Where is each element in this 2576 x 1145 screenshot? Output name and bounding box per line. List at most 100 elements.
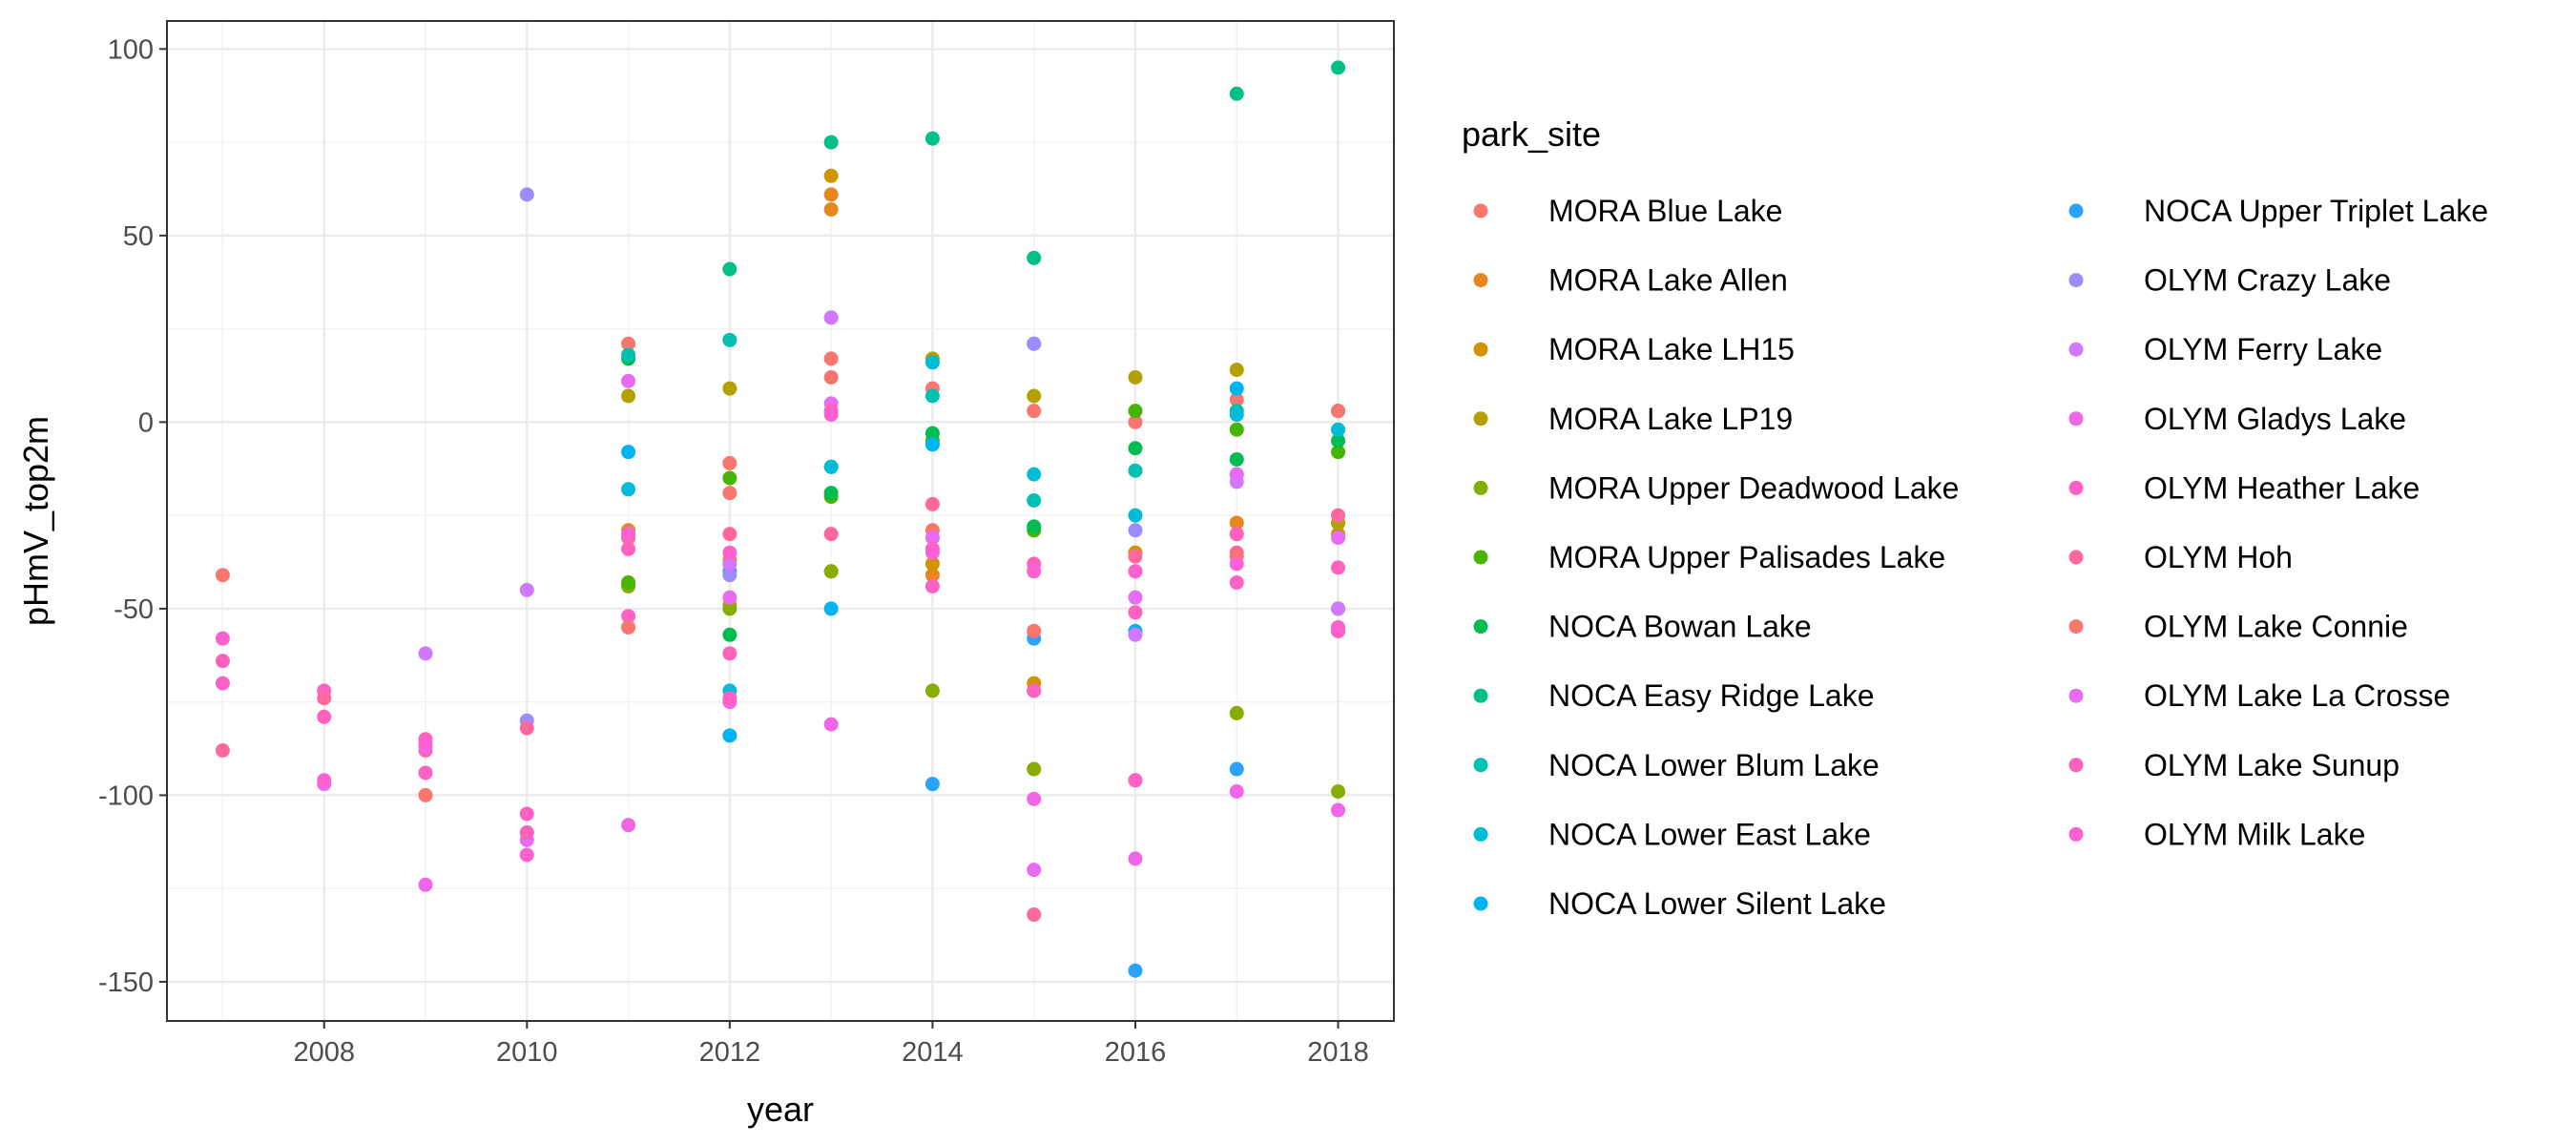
data-point [722,455,737,470]
data-point [823,310,839,325]
data-point [722,728,737,743]
data-point [924,556,940,572]
data-point [1229,407,1244,423]
legend-label: OLYM Gladys Lake [2144,402,2406,436]
data-point [722,556,737,572]
plot-panel-border [166,20,1395,1022]
legend-key [2068,342,2084,357]
data-point [1128,549,1143,564]
legend-item: OLYM Crazy Lake [2068,263,2391,298]
legend-item: MORA Upper Deadwood Lake [1473,470,1959,505]
data-point [823,717,839,732]
data-point [215,742,230,758]
data-point [823,351,839,366]
data-point [823,527,839,542]
x-axis-title: year [747,1090,814,1129]
legend-key [2068,480,2084,495]
data-point [1229,556,1244,572]
x-tick-label: 2008 [293,1037,355,1068]
data-point [1027,388,1042,404]
data-point [924,355,940,370]
data-point [722,545,737,560]
legend-label: MORA Lake LH15 [1548,332,1795,366]
y-tick-label: 0 [138,407,154,438]
data-point [1027,492,1042,508]
data-point [1027,761,1042,777]
legend-label: OLYM Lake Connie [2144,610,2408,644]
legend-item: NOCA Upper Triplet Lake [2068,194,2488,228]
data-point [823,459,839,474]
data-point [1331,601,1346,616]
data-point [1027,623,1042,638]
data-point [1331,445,1346,460]
data-point [1229,467,1244,482]
data-point [1331,404,1346,419]
data-point [621,445,636,460]
legend-key [1473,688,1488,703]
data-point [317,709,332,724]
data-point [1229,705,1244,720]
y-tick-label: 50 [123,221,154,252]
legend-label: NOCA Easy Ridge Lake [1548,678,1875,713]
data-point [1128,508,1143,523]
data-point [924,496,940,511]
data-point [1128,463,1143,478]
legend-item: OLYM Heather Lake [2068,470,2420,505]
data-point [519,582,534,597]
data-point [1128,564,1143,579]
data-point [1331,619,1346,635]
legend-label: OLYM Lake Sunup [2144,748,2399,782]
data-point [722,527,737,542]
y-axis: -150 -100 -50 0 50 100 [98,34,167,998]
data-point [621,818,636,833]
legend-item: OLYM Lake Connie [2068,610,2408,644]
data-point [823,201,839,217]
data-point [1027,250,1042,265]
data-point [1229,381,1244,396]
data-point [924,437,940,452]
legend-item: MORA Lake LH15 [1473,332,1795,366]
data-point [924,131,940,146]
data-point [823,486,839,501]
data-point [1229,392,1244,407]
data-point [621,482,636,497]
legend-key [1473,480,1488,495]
data-point [924,531,940,546]
legend-key [1473,203,1488,219]
data-point [1229,422,1244,437]
legend-label: OLYM Heather Lake [2144,470,2420,505]
legend-label: MORA Lake LP19 [1548,402,1793,436]
data-point [1027,404,1042,419]
legend-title: park_site [1462,114,1601,154]
data-point [1128,851,1143,866]
data-point [1331,508,1346,523]
legend-item: MORA Lake LP19 [1473,402,1793,436]
data-point [823,564,839,579]
legend-label: NOCA Lower East Lake [1548,817,1871,851]
y-tick-label: 100 [108,34,154,65]
data-point [823,601,839,616]
legend-label: OLYM Hoh [2144,540,2293,574]
data-point [1128,441,1143,456]
data-point [1128,414,1143,429]
data-point [1229,363,1244,378]
legend-item: OLYM Lake Sunup [2068,748,2399,782]
legend-item: MORA Blue Lake [1473,194,1782,228]
data-point [418,877,433,892]
legend-item: OLYM Hoh [2068,540,2293,574]
series-group [215,496,1346,923]
legend-key [2068,619,2084,635]
data-point [519,825,534,841]
legend-key [2068,550,2084,565]
legend-key [1473,273,1488,288]
legend-item: OLYM Milk Lake [2068,817,2365,851]
data-point [924,578,940,593]
data-point [823,168,839,183]
legend-items: MORA Blue Lake MORA Lake Allen MORA Lake L… [1473,194,2488,921]
data-point [519,720,534,736]
data-point [722,627,737,642]
data-point [1229,86,1244,101]
legend-label: NOCA Bowan Lake [1548,610,1812,644]
